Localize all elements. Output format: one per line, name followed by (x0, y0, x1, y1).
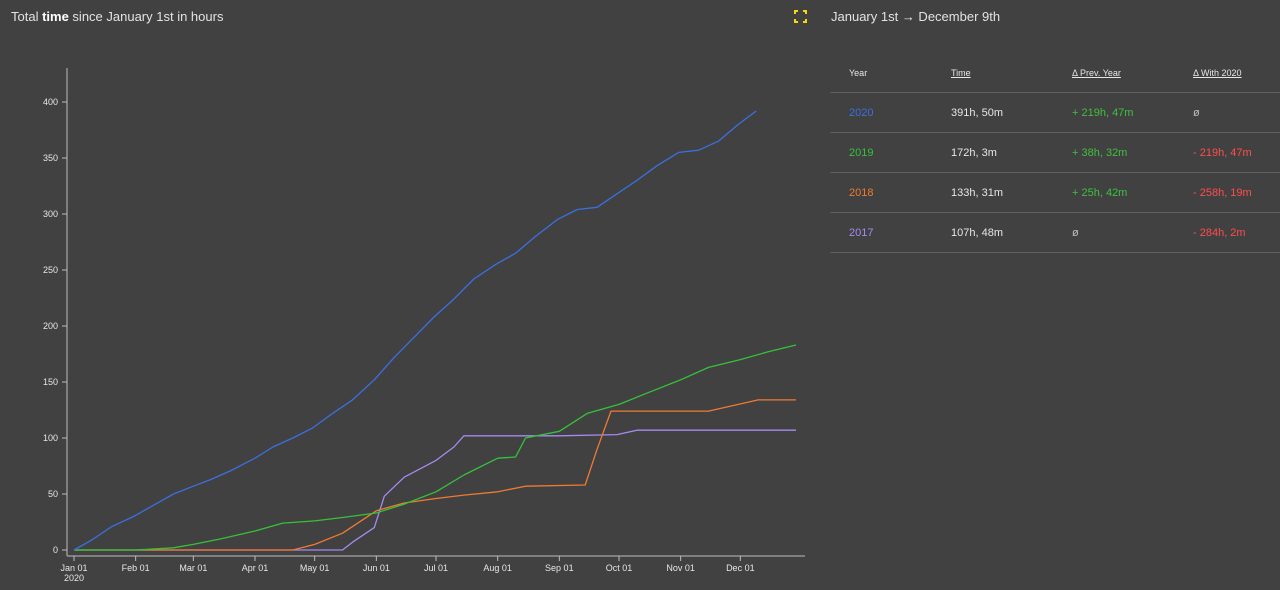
x-tick-label: Feb 01 (122, 563, 150, 573)
delta-with-2020-cell: - 258h, 19m (1193, 186, 1252, 199)
x-tick-label: Aug 01 (483, 563, 512, 573)
header-delta-prev-year[interactable]: Δ Prev. Year (1072, 68, 1121, 78)
delta-prev-year-cell: + 219h, 47m (1072, 106, 1134, 119)
time-cell: 133h, 31m (951, 186, 1003, 199)
header-time[interactable]: Time (951, 68, 971, 78)
series-line-2018 (74, 399, 796, 551)
expand-icon[interactable] (794, 10, 807, 23)
delta-with-2020-cell: - 219h, 47m (1193, 146, 1252, 159)
y-tick-label: 250 (43, 265, 58, 275)
table-row: 2019 172h, 3m + 38h, 32m - 219h, 47m (830, 133, 1280, 173)
x-tick-label: Apr 01 (242, 563, 269, 573)
x-tick-label: May 01 (300, 563, 330, 573)
y-tick-label: 50 (48, 489, 58, 499)
series-line-2020 (73, 110, 757, 551)
x-tick-label: Jun 01 (363, 563, 390, 573)
y-tick-label: 300 (43, 209, 58, 219)
year-cell: 2017 (849, 226, 874, 239)
y-tick-label: 150 (43, 377, 58, 387)
year-cell: 2020 (849, 106, 874, 119)
table-header-row: Year Time Δ Prev. Year Δ With 2020 (830, 54, 1280, 93)
x-tick-label: Jul 01 (424, 563, 448, 573)
y-tick-label: 350 (43, 153, 58, 163)
series-line-2017 (74, 429, 796, 551)
delta-with-2020-cell: - 284h, 2m (1193, 226, 1246, 239)
x-tick-label: Oct 01 (606, 563, 633, 573)
time-cell: 107h, 48m (951, 226, 1003, 239)
stats-table: Year Time Δ Prev. Year Δ With 2020 2020 3… (830, 54, 1280, 253)
table-row: 2017 107h, 48m ø - 284h, 2m (830, 213, 1280, 253)
x-tick-label: Dec 01 (726, 563, 755, 573)
table-row: 2018 133h, 31m + 25h, 42m - 258h, 19m (830, 173, 1280, 213)
x-tick-label: Nov 01 (666, 563, 695, 573)
y-tick-label: 200 (43, 321, 58, 331)
delta-with-2020-cell: ø (1193, 106, 1200, 119)
year-cell: 2018 (849, 186, 874, 199)
delta-prev-year-cell: ø (1072, 226, 1079, 239)
y-tick-label: 0 (53, 545, 58, 555)
table-row: 2020 391h, 50m + 219h, 47m ø (830, 93, 1280, 133)
year-cell: 2019 (849, 146, 874, 159)
time-cell: 172h, 3m (951, 146, 997, 159)
line-chart: 0 50 100 150 200 250 300 350 400 Jan 01 2020 Feb 01… (43, 68, 805, 583)
x-tick-label: Jan 01 2020 (60, 563, 87, 583)
delta-prev-year-cell: + 38h, 32m (1072, 146, 1128, 159)
y-tick-label: 100 (43, 433, 58, 443)
header-delta-with-2020[interactable]: Δ With 2020 (1193, 68, 1242, 78)
chart-title: Total time since January 1st in hours (11, 9, 224, 24)
x-tick-label: Sep 01 (545, 563, 574, 573)
x-tick-label: Mar 01 (179, 563, 207, 573)
header-year: Year (849, 68, 868, 78)
date-range-title: January 1st → December 9th (831, 9, 1001, 24)
delta-prev-year-cell: + 25h, 42m (1072, 186, 1128, 199)
y-tick-label: 400 (43, 97, 58, 107)
time-cell: 391h, 50m (951, 106, 1003, 119)
series-line-2019 (74, 344, 797, 551)
